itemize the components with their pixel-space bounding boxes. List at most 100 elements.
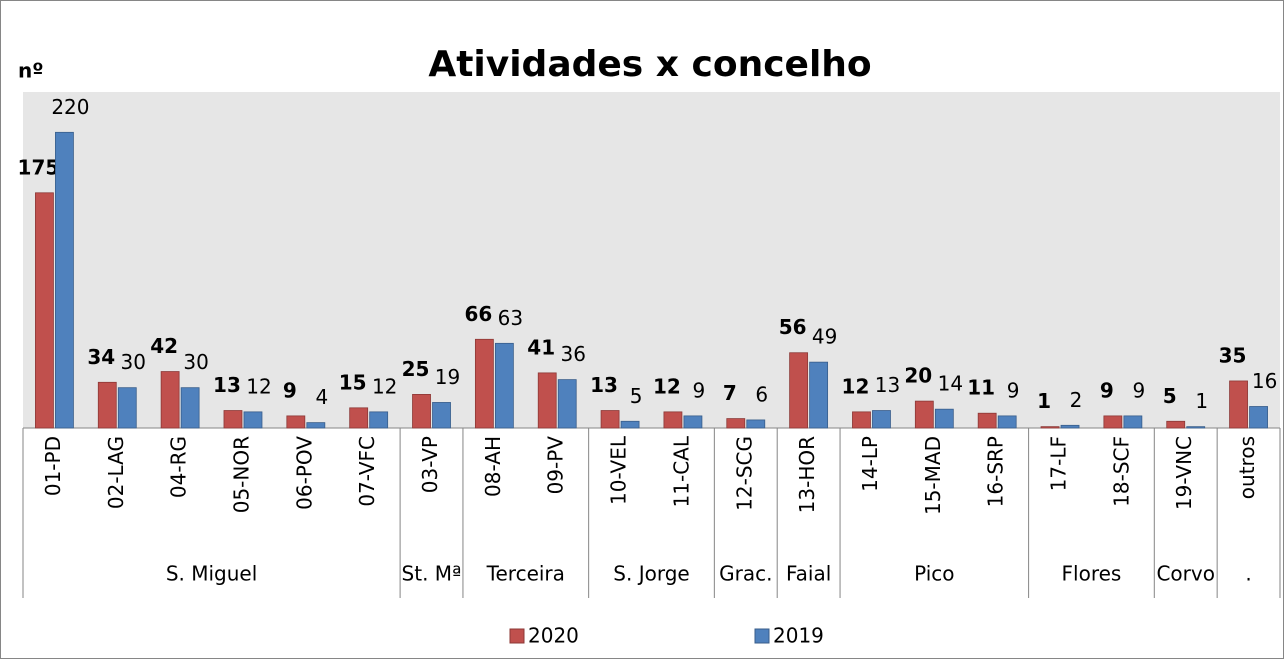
- data-label: 9: [1133, 378, 1146, 402]
- bar: [746, 419, 766, 429]
- x-tick-label: outros: [1235, 436, 1259, 499]
- group-label: Faial: [786, 562, 831, 586]
- bar: [286, 415, 306, 429]
- bar: [160, 371, 180, 429]
- bar: [620, 420, 640, 429]
- y-axis-label: nº: [18, 59, 44, 83]
- x-tick-label: 13-HOR: [795, 436, 819, 513]
- bar: [35, 192, 54, 429]
- x-tick-label: 19-VNC: [1172, 436, 1196, 510]
- x-tick-label: 02-LAG: [104, 436, 128, 509]
- x-tick-label: 14-LP: [858, 436, 882, 492]
- bar: [1186, 426, 1206, 429]
- bar: [600, 410, 620, 429]
- bar: [369, 411, 389, 429]
- data-label: 63: [498, 306, 523, 330]
- bar: [180, 387, 200, 429]
- data-label: 19: [435, 365, 460, 389]
- bar: [809, 361, 829, 429]
- bar: [306, 422, 326, 429]
- bar: [557, 379, 577, 429]
- data-label: 7: [723, 381, 737, 405]
- group-label: S. Jorge: [613, 562, 689, 586]
- bar: [1229, 380, 1248, 429]
- data-label: 56: [779, 315, 807, 339]
- x-tick-label: 06-POV: [292, 436, 316, 510]
- data-label: 20: [904, 364, 932, 388]
- bar: [726, 418, 746, 429]
- bar: [349, 407, 369, 429]
- chart-title: Atividades x concelho: [428, 44, 871, 85]
- data-label: 5: [630, 384, 643, 408]
- data-label: 42: [150, 334, 178, 358]
- x-tick-label: 05-NOR: [229, 436, 253, 513]
- bar: [1166, 420, 1186, 429]
- plot-area: [23, 92, 1280, 428]
- bar: [872, 410, 891, 429]
- x-tick-label: 10-VEL: [607, 435, 631, 505]
- bar: [663, 411, 683, 429]
- bar: [997, 415, 1017, 429]
- data-label: 34: [87, 345, 115, 369]
- data-label: 12: [372, 374, 397, 398]
- data-label: 12: [653, 374, 681, 398]
- data-label: 25: [402, 357, 430, 381]
- data-label: 175: [18, 155, 60, 179]
- x-tick-label: 07-VFC: [355, 436, 379, 507]
- data-label: 12: [246, 374, 271, 398]
- x-tick-label: 17-LF: [1047, 436, 1071, 491]
- bar: [1040, 426, 1060, 429]
- bar: [852, 411, 871, 429]
- bar: [914, 400, 934, 429]
- group-label: Terceira: [486, 562, 565, 586]
- data-label: 12: [842, 374, 870, 398]
- x-tick-label: 18-SCF: [1109, 436, 1133, 507]
- bar: [1123, 415, 1143, 429]
- x-tick-label: 15-MAD: [921, 436, 945, 515]
- x-tick-label: 16-SRP: [984, 436, 1008, 507]
- group-label: Flores: [1062, 562, 1122, 586]
- data-label: 30: [183, 350, 208, 374]
- bar: [977, 412, 997, 429]
- data-label: 30: [121, 350, 146, 374]
- group-label: Corvo: [1156, 562, 1215, 586]
- bar: [55, 131, 74, 429]
- data-label: 9: [1100, 378, 1114, 402]
- data-label: 13: [875, 373, 900, 397]
- bar: [432, 402, 451, 429]
- x-tick-label: 12-SCG: [732, 436, 756, 511]
- group-label: Pico: [914, 562, 954, 586]
- bar: [494, 342, 514, 429]
- bar: [1060, 424, 1080, 429]
- group-label: St. Mª: [402, 562, 462, 586]
- data-label: 11: [967, 376, 995, 400]
- data-label: 49: [812, 325, 837, 349]
- data-label: 9: [1007, 378, 1020, 402]
- data-label: 41: [527, 335, 555, 359]
- legend-label: 2020: [528, 624, 579, 648]
- data-label: 9: [283, 378, 297, 402]
- data-label: 14: [938, 372, 963, 396]
- bar: [1103, 415, 1123, 429]
- bar: [683, 415, 703, 429]
- data-label: 1: [1037, 389, 1051, 413]
- x-tick-label: 08-AH: [481, 436, 505, 497]
- bar: [223, 410, 243, 429]
- data-label: 16: [1252, 369, 1277, 393]
- bar: [97, 381, 117, 429]
- data-label: 66: [464, 302, 492, 326]
- x-tick-label: 09-PV: [544, 436, 568, 495]
- data-label: 35: [1219, 343, 1247, 367]
- data-label: 36: [560, 342, 585, 366]
- data-label: 5: [1163, 384, 1177, 408]
- legend-swatch: [754, 628, 770, 644]
- x-tick-label: 03-VP: [418, 436, 442, 493]
- data-label: 9: [693, 378, 706, 402]
- data-label: 6: [755, 382, 768, 406]
- x-tick-label: 01-PD: [41, 436, 65, 496]
- x-tick-label: 04-RG: [167, 436, 191, 498]
- group-label: .: [1245, 562, 1251, 586]
- group-label: Grac.: [719, 562, 772, 586]
- bar: [789, 352, 809, 429]
